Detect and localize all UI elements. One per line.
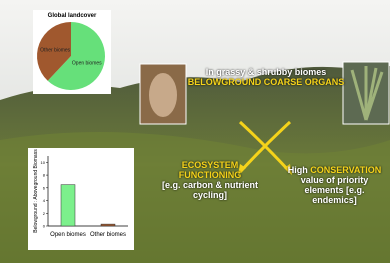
- annotation-text: CONSERVATION: [310, 165, 381, 175]
- annotation-text: BELOWGROUND COARSE ORGANS: [186, 77, 346, 87]
- y-tick-label: 8: [43, 173, 46, 178]
- y-tick-label: 0: [43, 224, 46, 229]
- charts: Global landcoverOpen biomesOther biomes0…: [0, 0, 390, 263]
- annotation-text: value of priority elements [e.g. endemic…: [301, 175, 369, 205]
- y-tick-label: 10: [41, 160, 46, 165]
- annotation: In grassy & shrubby biomes BELOWGROUND C…: [186, 67, 346, 87]
- y-tick-label: 6: [43, 185, 46, 190]
- chart-title: Global landcover: [48, 13, 97, 19]
- annotation: High CONSERVATION value of priority elem…: [282, 165, 387, 205]
- y-tick-label: 4: [43, 198, 46, 203]
- x-tick-label: Open biomes: [50, 232, 86, 238]
- slice-label: Open biomes: [72, 60, 102, 66]
- annotation-text: In grassy & shrubby biomes: [186, 67, 346, 77]
- annotation: ECOSYSTEM FUNCTIONING [e.g. carbon & nut…: [160, 160, 260, 200]
- slice-label: Other biomes: [40, 48, 71, 54]
- annotation-text: [e.g. carbon & nutrient cycling]: [160, 180, 260, 200]
- bar: [61, 185, 75, 226]
- annotation-text: ECOSYSTEM FUNCTIONING: [160, 160, 260, 180]
- x-tick-label: Other biomes: [90, 232, 126, 238]
- annotation-text: High: [288, 165, 308, 175]
- graphical-abstract: Global landcoverOpen biomesOther biomes0…: [0, 0, 390, 263]
- y-axis-label: Belowground : Aboveground Biomass: [33, 149, 39, 233]
- y-tick-label: 2: [43, 211, 46, 216]
- bar: [101, 224, 115, 226]
